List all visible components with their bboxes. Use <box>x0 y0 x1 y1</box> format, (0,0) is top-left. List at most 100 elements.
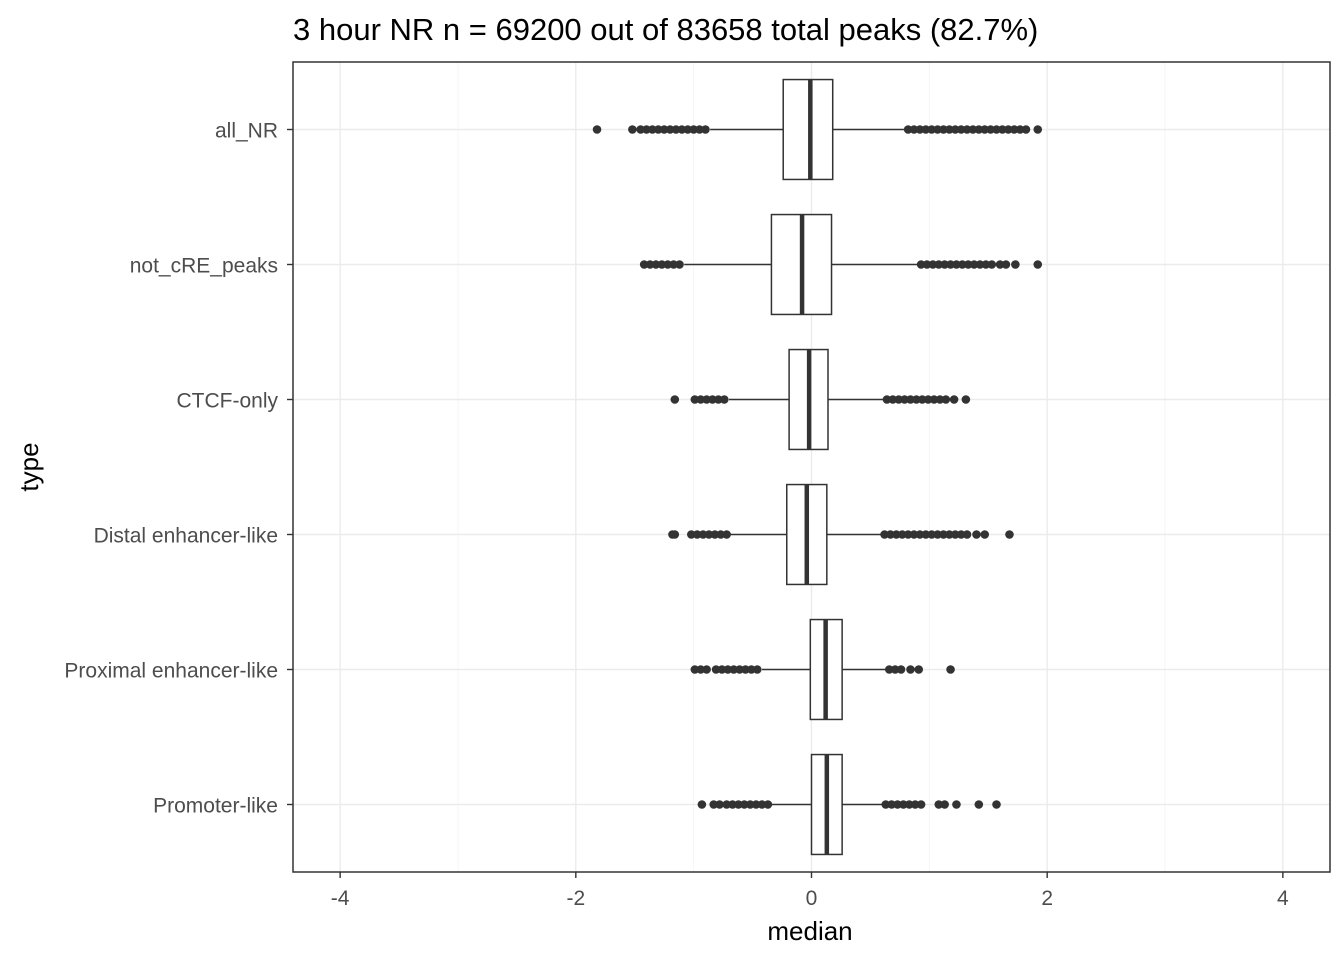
outlier-point <box>669 260 678 269</box>
box-group <box>639 213 1043 316</box>
outlier-point <box>940 800 949 809</box>
outlier-point <box>654 125 663 134</box>
outlier-point <box>890 665 900 674</box>
outlier-point <box>745 800 755 809</box>
outlier-point <box>695 125 704 134</box>
outlier-point <box>645 260 655 269</box>
box-group <box>690 618 955 721</box>
outlier-point <box>946 665 955 674</box>
outlier-point <box>659 125 669 134</box>
outlier-point <box>708 395 717 404</box>
outlier-point <box>986 125 995 134</box>
outlier-point <box>934 260 944 269</box>
outlier-point <box>735 665 744 674</box>
outlier-point <box>747 665 756 674</box>
outlier-point <box>998 125 1007 134</box>
outlier-point <box>722 530 731 539</box>
outlier-point <box>909 125 919 134</box>
outlier-point <box>1033 260 1043 269</box>
outlier-point <box>648 125 657 134</box>
outlier-point <box>670 530 680 539</box>
outlier-point <box>665 125 675 134</box>
outlier-point <box>651 260 661 269</box>
outlier-point <box>1033 125 1043 134</box>
outlier-point <box>715 800 724 809</box>
outlier-point <box>917 395 927 404</box>
outlier-point <box>915 125 925 134</box>
outlier-point <box>1001 260 1011 269</box>
outlier-point <box>692 530 702 539</box>
box-layer <box>592 78 1043 856</box>
outlier-point <box>961 395 971 404</box>
outlier-point <box>969 260 979 269</box>
outlier-point <box>734 800 743 809</box>
outlier-point <box>950 530 960 539</box>
outlier-point <box>923 395 933 404</box>
x-axis-title: median <box>767 916 852 946</box>
outlier-point <box>905 800 914 809</box>
outlier-point <box>592 125 602 134</box>
outlier-point <box>888 395 898 404</box>
outlier-point <box>696 395 706 404</box>
outlier-point <box>950 125 960 134</box>
outlier-point <box>892 530 901 539</box>
outlier-point <box>657 260 667 269</box>
outlier-point <box>639 260 649 269</box>
outlier-point <box>974 800 984 809</box>
y-tick-label: CTCF-only <box>176 390 278 413</box>
outlier-point <box>946 260 955 269</box>
outlier-point <box>935 395 945 404</box>
outlier-point <box>933 125 942 134</box>
outlier-point <box>956 125 966 134</box>
outlier-point <box>884 665 894 674</box>
outlier-point <box>940 260 949 269</box>
outlier-point <box>752 665 762 674</box>
outlier-point <box>717 665 727 674</box>
y-tick-label: not_cRE_peaks <box>130 255 278 278</box>
outlier-point <box>729 665 739 674</box>
outlier-point <box>677 125 687 134</box>
y-tick-label: Promoter-like <box>153 795 278 818</box>
outlier-point <box>939 125 948 134</box>
outlier-point <box>690 665 700 674</box>
y-tick-label: Proximal enhancer-like <box>64 660 278 683</box>
outlier-point <box>927 125 936 134</box>
outlier-point <box>956 530 966 539</box>
outlier-point <box>711 665 721 674</box>
outlier-point <box>952 260 961 269</box>
outlier-point <box>992 125 1001 134</box>
outlier-point <box>981 260 991 269</box>
outlier-point <box>922 260 932 269</box>
outlier-point <box>710 530 720 539</box>
outlier-point <box>881 800 891 809</box>
outlier-point <box>740 800 749 809</box>
box-group <box>670 348 971 451</box>
x-tick-label: -2 <box>566 887 585 910</box>
outlier-point <box>714 395 723 404</box>
outlier-point <box>896 665 906 674</box>
outlier-point <box>1003 125 1013 134</box>
outlier-point <box>934 800 944 809</box>
outlier-point <box>882 395 892 404</box>
outlier-point <box>1015 125 1025 134</box>
outlier-point <box>663 260 673 269</box>
outlier-point <box>899 800 908 809</box>
outlier-point <box>945 125 954 134</box>
outlier-point <box>728 800 737 809</box>
outlier-point <box>1005 530 1014 539</box>
outlier-point <box>995 260 1005 269</box>
outlier-point <box>939 530 948 539</box>
outlier-point <box>903 125 913 134</box>
outlier-point <box>900 395 909 404</box>
outlier-point <box>916 800 926 809</box>
outlier-point <box>636 125 645 134</box>
outlier-point <box>687 530 696 539</box>
outlier-point <box>980 125 990 134</box>
outlier-point <box>921 125 931 134</box>
outlier-point <box>974 125 984 134</box>
outlier-point <box>697 800 707 809</box>
outlier-point <box>887 800 896 809</box>
outlier-point <box>903 530 913 539</box>
outlier-point <box>912 395 921 404</box>
